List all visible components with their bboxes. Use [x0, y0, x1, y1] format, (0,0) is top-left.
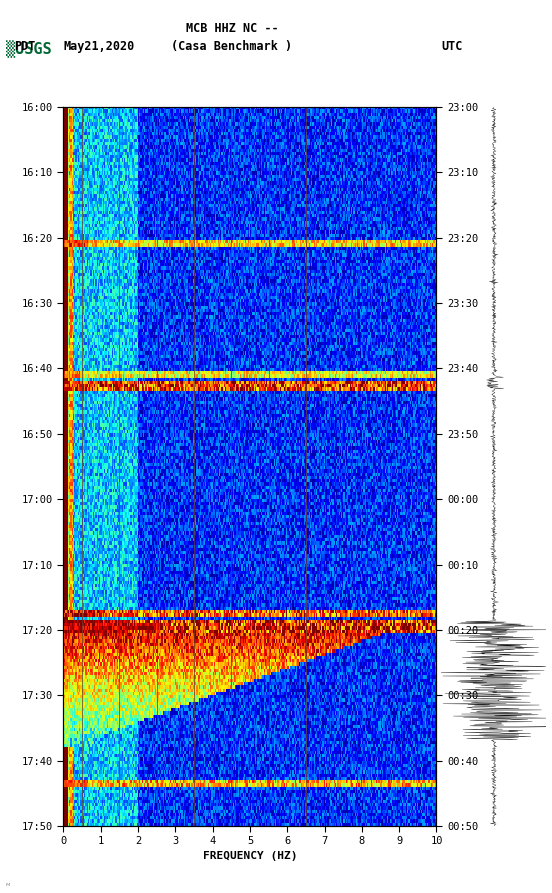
Text: (Casa Benchmark ): (Casa Benchmark ) [171, 40, 293, 54]
Text: ▒USGS: ▒USGS [6, 40, 51, 58]
Text: ᴹ: ᴹ [6, 881, 10, 890]
Text: PDT: PDT [14, 40, 35, 54]
Text: MCB HHZ NC --: MCB HHZ NC -- [185, 22, 278, 36]
X-axis label: FREQUENCY (HZ): FREQUENCY (HZ) [203, 851, 297, 861]
Text: UTC: UTC [442, 40, 463, 54]
Text: May21,2020: May21,2020 [63, 40, 135, 54]
